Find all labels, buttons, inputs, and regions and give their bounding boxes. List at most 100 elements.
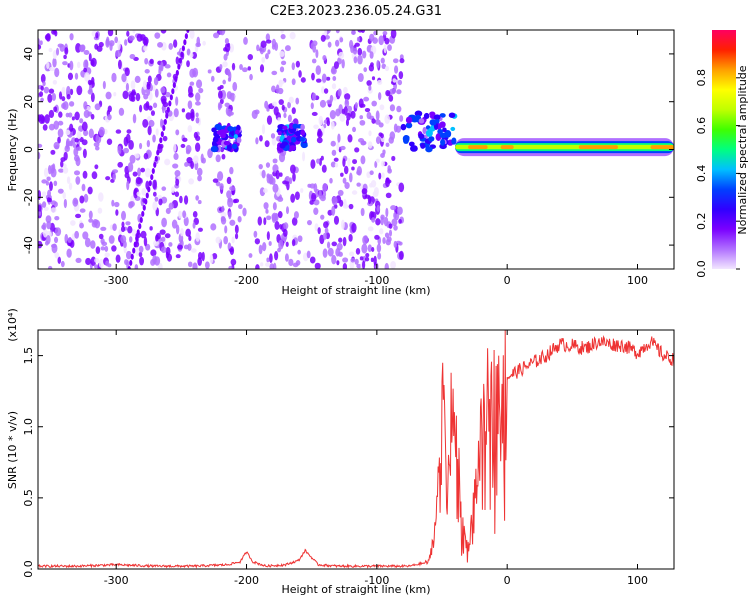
heatmap-cell — [118, 107, 125, 116]
heatmap-cell — [130, 80, 136, 90]
heatmap-cell — [348, 233, 353, 242]
heatmap-cell — [39, 40, 43, 46]
heatmap-cell — [182, 137, 188, 143]
heatmap-cell — [173, 39, 178, 48]
heatmap-cell — [366, 111, 372, 120]
heatmap-cell — [41, 201, 47, 208]
heatmap-cell — [144, 167, 151, 178]
heatmap-cell — [297, 249, 301, 255]
heatmap-cell — [290, 136, 297, 143]
heatmap-cell — [322, 183, 328, 192]
heatmap-cell — [104, 252, 111, 258]
heatmap-cell — [185, 149, 191, 155]
heatmap-cell — [66, 248, 72, 258]
heatmap-cell — [378, 35, 385, 46]
heatmap-cell — [52, 30, 56, 34]
heatmap-cell — [650, 145, 674, 150]
heatmap-cell — [41, 179, 48, 184]
y-tick-label: -40 — [22, 236, 35, 254]
y-tick-label: 0.0 — [22, 560, 35, 578]
heatmap-cell — [166, 72, 172, 78]
spectrogram-y-label: Frequency (Hz) — [6, 109, 19, 192]
heatmap-cell — [122, 90, 129, 100]
heatmap-cell — [287, 101, 292, 109]
heatmap-cell — [42, 81, 46, 87]
heatmap-cell — [323, 221, 329, 229]
heatmap-cell — [163, 118, 167, 125]
heatmap-cell — [284, 45, 291, 52]
heatmap-cell — [166, 106, 170, 113]
y-tick-label: 20 — [22, 95, 35, 109]
heatmap-cell — [279, 66, 285, 73]
heatmap-cell — [94, 103, 101, 111]
heatmap-cell — [211, 127, 217, 133]
heatmap-cells — [38, 30, 674, 269]
heatmap-cell — [38, 143, 43, 148]
heatmap-cell — [100, 246, 106, 251]
heatmap-cell — [186, 48, 191, 56]
heatmap-cell — [342, 236, 347, 247]
heatmap-cell — [237, 215, 242, 223]
heatmap-cell — [186, 30, 190, 33]
snr-x-label: Height of straight line (km) — [281, 583, 430, 596]
heatmap-cell — [392, 78, 397, 83]
heatmap-cell — [215, 236, 221, 244]
heatmap-cell — [168, 43, 174, 50]
heatmap-cell — [382, 237, 386, 244]
heatmap-cell — [231, 236, 235, 244]
heatmap-cell — [138, 245, 144, 253]
colorbar-gradient — [712, 30, 736, 269]
heatmap-cell — [263, 188, 268, 194]
heatmap-cell — [81, 183, 86, 192]
heatmap-cell — [288, 96, 294, 104]
heatmap-cell — [256, 44, 260, 52]
heatmap-cell — [63, 54, 67, 60]
heatmap-cell — [362, 50, 367, 59]
heatmap-cell — [374, 160, 378, 169]
heatmap-cell — [47, 265, 53, 269]
heatmap-cell — [174, 170, 181, 177]
heatmap-cell — [282, 180, 288, 185]
heatmap-cell — [369, 33, 375, 42]
heatmap-cell — [261, 56, 266, 63]
heatmap-cell — [91, 220, 98, 228]
heatmap-cell — [128, 139, 134, 150]
heatmap-cell — [57, 120, 64, 126]
heatmap-cell — [331, 254, 337, 265]
heatmap-cell — [306, 250, 311, 259]
snr-plot-area — [38, 330, 674, 569]
heatmap-cell — [350, 257, 356, 263]
heatmap-cell — [365, 252, 370, 258]
heatmap-cell — [67, 237, 72, 243]
colorbar: 0.0 0.2 0.4 0.6 0.8 Normalized spectral ampl… — [695, 30, 749, 278]
heatmap-cell — [322, 232, 327, 240]
heatmap-cell — [195, 232, 200, 242]
heatmap-cell — [195, 117, 200, 124]
heatmap-cell — [323, 88, 329, 94]
heatmap-cell — [275, 170, 280, 180]
heatmap-cell — [124, 172, 130, 179]
heatmap-cell — [197, 257, 202, 266]
heatmap-cell — [343, 165, 349, 175]
heatmap-cell — [143, 152, 149, 160]
heatmap-cell — [213, 32, 220, 39]
heatmap-cell — [359, 119, 366, 126]
heatmap-cell — [377, 92, 382, 101]
heatmap-cell — [288, 258, 294, 267]
heatmap-cell — [371, 118, 376, 124]
heatmap-cell — [132, 113, 137, 124]
heatmap-cell — [75, 176, 81, 185]
heatmap-cell — [273, 262, 277, 269]
heatmap-cell — [182, 210, 187, 219]
heatmap-cell — [197, 200, 202, 205]
spectrogram-y-ticks: -40 -20 0 20 40 — [22, 47, 674, 254]
heatmap-cell — [152, 191, 157, 197]
heatmap-cell — [388, 223, 393, 229]
heatmap-cell — [353, 56, 358, 64]
heatmap-cell — [330, 67, 337, 75]
heatmap-cell — [117, 40, 121, 51]
heatmap-cell — [175, 129, 180, 136]
heatmap-cell — [143, 236, 148, 247]
heatmap-cell — [156, 149, 160, 156]
heatmap-cell — [127, 225, 133, 234]
